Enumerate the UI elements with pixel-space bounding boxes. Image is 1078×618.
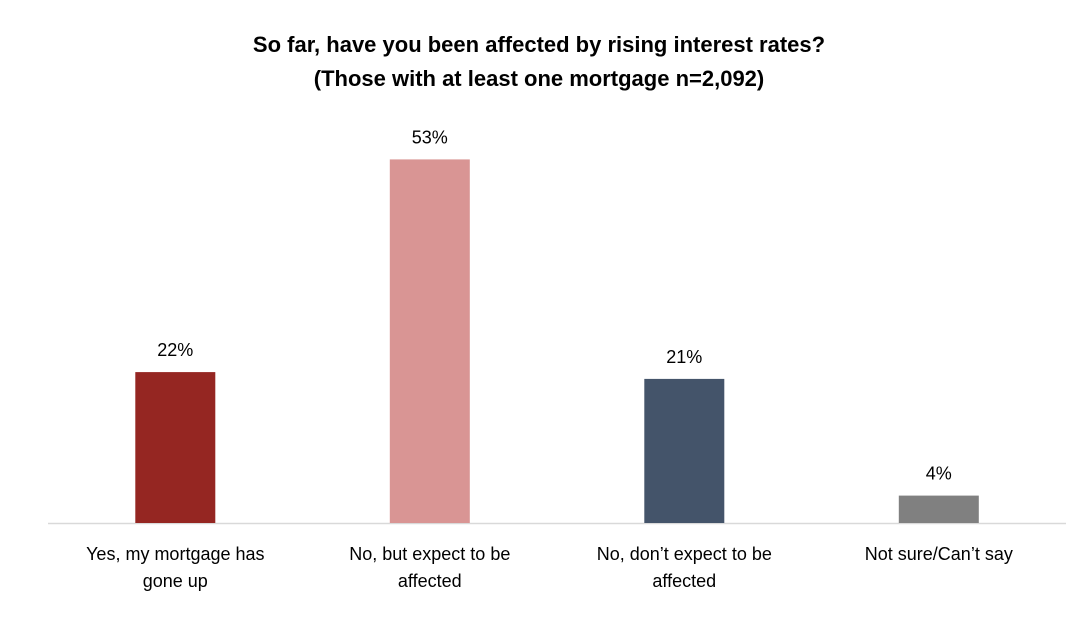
bar <box>644 378 725 523</box>
category-label: No, don’t expect to be affected <box>564 541 804 595</box>
data-label: 53% <box>412 127 448 147</box>
category-label: Yes, my mortgage has gone up <box>55 541 295 595</box>
chart-title-line: So far, have you been affected by rising… <box>252 32 826 57</box>
bar <box>898 495 979 523</box>
category-label-line: Yes, my mortgage has <box>86 544 265 564</box>
category-label-line: No, but expect to be <box>349 544 511 564</box>
category-label-line: affected <box>397 571 462 591</box>
category-label: No, but expect to be affected <box>310 541 550 595</box>
category-label: Not sure/Can’t say <box>819 541 1059 568</box>
data-label: 4% <box>926 464 952 484</box>
bar <box>389 159 470 523</box>
data-label: 21% <box>666 347 702 367</box>
bar <box>135 372 216 523</box>
category-label-line: affected <box>652 571 717 591</box>
category-label-line: Not sure/Can’t say <box>864 544 1013 564</box>
category-label-line: gone up <box>142 571 208 591</box>
category-label-line: No, don’t expect to be <box>596 544 772 564</box>
chart-subtitle: (Those with at least one mortgage n=2,09… <box>313 66 765 91</box>
data-label: 22% <box>157 340 193 360</box>
